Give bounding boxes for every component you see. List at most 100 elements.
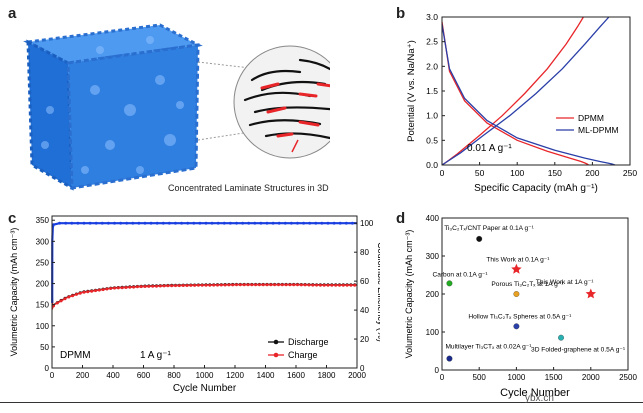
x-tick-label: 0 xyxy=(440,168,445,178)
data-point-charge xyxy=(322,283,326,287)
y-tick-label: 1.0 xyxy=(426,111,438,121)
legend-label-dpmm: DPMM xyxy=(578,113,604,123)
rate-annotation: 0.01 A g⁻¹ xyxy=(467,143,512,154)
data-point-charge xyxy=(284,283,288,287)
data-point-star xyxy=(585,288,596,299)
y-tick-label: 2.5 xyxy=(426,37,438,47)
x-tick-label: 150 xyxy=(548,168,562,178)
data-point-coulombic-efficiency xyxy=(320,221,324,225)
x-tick-label: 800 xyxy=(167,371,181,380)
y2-tick-label: 20 xyxy=(360,335,369,344)
data-point-charge xyxy=(212,283,216,287)
legend-label-ml-dpmm: ML-DPMM xyxy=(578,125,619,135)
panel-label-d: d xyxy=(396,210,406,227)
data-point xyxy=(513,323,520,330)
data-point-coulombic-efficiency xyxy=(125,221,129,225)
bottom-rule xyxy=(0,402,643,403)
data-point-charge xyxy=(143,285,147,288)
legend-label-discharge: Discharge xyxy=(288,337,329,347)
data-point-charge xyxy=(155,284,158,288)
data-point xyxy=(446,355,453,362)
zoom-circle xyxy=(233,45,347,159)
y2-tick-label: 0 xyxy=(360,364,365,373)
x-tick-label: 2000 xyxy=(348,371,366,380)
data-point-charge xyxy=(101,288,105,292)
data-point-coulombic-efficiency xyxy=(131,221,135,225)
data-point-charge xyxy=(74,292,78,296)
data-point xyxy=(446,280,453,287)
data-point-charge xyxy=(139,285,143,289)
data-point-charge xyxy=(242,283,246,287)
y-tick-label: 1.5 xyxy=(426,86,438,96)
block-3d xyxy=(23,23,203,191)
data-point-charge xyxy=(116,286,120,290)
data-point-charge xyxy=(189,283,193,287)
x-axis-label: Specific Capacity (mAh g⁻¹) xyxy=(474,183,598,194)
data-point xyxy=(476,235,483,242)
rate-annotation: 1 A g⁻¹ xyxy=(140,350,172,361)
data-point-coulombic-efficiency xyxy=(76,221,80,225)
data-point-coulombic-efficiency xyxy=(119,221,122,225)
data-point-charge xyxy=(292,283,296,287)
chart-d: 0 500 1000 1500 2000 2500 0 100 200 300 400 Cycle N… xyxy=(404,214,637,399)
data-point-charge xyxy=(326,283,330,287)
data-point-coulombic-efficiency xyxy=(222,221,226,225)
data-point-coulombic-efficiency xyxy=(168,221,171,225)
data-point-coulombic-efficiency xyxy=(351,221,354,225)
data-point-charge xyxy=(177,284,181,288)
data-point-coulombic-efficiency xyxy=(88,221,92,225)
data-point-charge xyxy=(59,299,63,303)
data-point-coulombic-efficiency xyxy=(94,221,98,225)
data-point-charge xyxy=(158,284,162,288)
data-point-charge xyxy=(196,283,200,287)
data-point-charge xyxy=(311,283,315,287)
y-tick-label: 100 xyxy=(36,322,50,331)
zoom-line-bottom xyxy=(197,131,251,141)
data-point-coulombic-efficiency xyxy=(308,221,312,225)
data-point-coulombic-efficiency xyxy=(198,221,202,225)
data-point-charge xyxy=(349,283,353,287)
x-tick-label: 0 xyxy=(440,373,445,382)
data-point-charge xyxy=(345,283,349,287)
data-point-coulombic-efficiency xyxy=(253,221,257,225)
y-tick-label: 200 xyxy=(36,280,50,289)
data-point-coulombic-efficiency xyxy=(216,221,220,225)
y2-tick-label: 40 xyxy=(360,306,369,315)
data-point-coulombic-efficiency xyxy=(64,221,68,225)
data-point-coulombic-efficiency xyxy=(210,221,214,225)
sample-annotation: DPMM xyxy=(60,350,91,361)
series-line-ml-dpmm-0 xyxy=(441,24,616,166)
y-tick-label: 50 xyxy=(40,343,49,352)
data-point-charge xyxy=(265,283,269,287)
legend-marker-discharge xyxy=(273,339,279,345)
data-point-charge xyxy=(78,291,82,295)
data-point-charge xyxy=(204,283,208,287)
panel-label-a: a xyxy=(8,5,17,22)
series-line-dpmm-1 xyxy=(441,16,584,166)
series-line-dpmm-0 xyxy=(441,21,589,166)
panel-label-c: c xyxy=(8,210,17,227)
x-tick-label: 500 xyxy=(473,373,487,382)
x-tick-label: 1400 xyxy=(257,371,275,380)
data-point-charge xyxy=(67,295,71,299)
panel-c: 0 200 400 600 800 1000 1200 1400 1600 1800 2000 0 50… xyxy=(0,205,386,408)
x-tick-label: 0 xyxy=(50,371,55,380)
y2-tick-label: 100 xyxy=(360,219,374,228)
data-point-charge xyxy=(94,289,97,293)
x-axis-label: Cycle Number xyxy=(500,387,570,399)
data-point-coulombic-efficiency xyxy=(143,221,147,225)
data-point-coulombic-efficiency xyxy=(235,221,238,225)
data-point-coulombic-efficiency xyxy=(338,221,342,225)
data-point-charge xyxy=(55,301,59,305)
data-point-coulombic-efficiency xyxy=(277,221,281,225)
data-point-coulombic-efficiency xyxy=(174,221,177,225)
data-point-coulombic-efficiency xyxy=(204,221,208,225)
y-tick-label: 0 xyxy=(435,366,440,375)
data-point-coulombic-efficiency xyxy=(332,221,336,225)
data-point-coulombic-efficiency xyxy=(137,221,141,225)
x-tick-label: 600 xyxy=(137,371,151,380)
data-point-coulombic-efficiency xyxy=(107,221,110,225)
y-tick-label: 200 xyxy=(426,290,440,299)
data-point xyxy=(513,291,520,297)
data-point-charge xyxy=(86,290,90,294)
